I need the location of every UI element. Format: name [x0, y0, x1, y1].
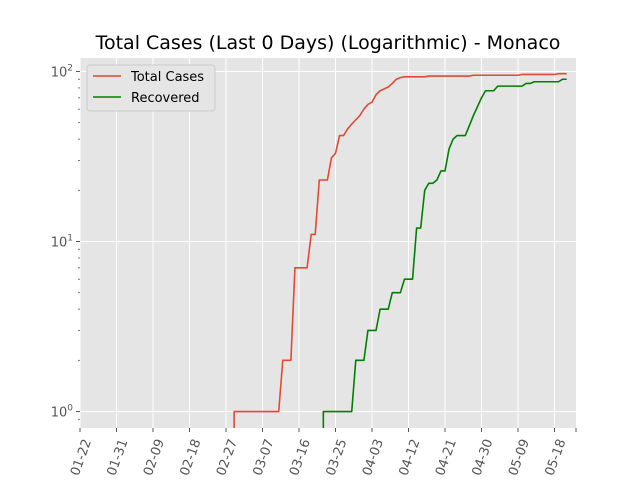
chart-title: Total Cases (Last 0 Days) (Logarithmic) … — [95, 32, 561, 54]
series-line-0 — [233, 72, 567, 428]
x-tick-label: 05-09 — [506, 437, 533, 478]
x-tick-label: 03-25 — [324, 437, 351, 478]
x-tick-label: 04-21 — [433, 437, 460, 478]
y-tick-label: 101 — [51, 233, 73, 250]
x-tick-label: 04-12 — [397, 437, 424, 478]
y-tick-label: 102 — [51, 63, 73, 80]
y-tick-base: 10 — [51, 65, 68, 80]
x-tick-label: 02-09 — [141, 437, 168, 478]
plot-area — [80, 58, 576, 428]
y-tick-base: 10 — [51, 406, 68, 421]
legend: Total Cases Recovered — [86, 64, 216, 112]
y-tick-label: 100 — [51, 404, 74, 421]
y-tick-exponent: 2 — [67, 63, 73, 73]
x-tick-label: 05-18 — [543, 437, 570, 478]
x-tick-label: 01-22 — [68, 437, 95, 478]
x-tick-label: 04-30 — [470, 437, 497, 478]
y-tick-exponent: 1 — [67, 233, 73, 243]
x-tick-label: 03-07 — [251, 437, 278, 478]
y-tick-exponent: 0 — [67, 404, 73, 414]
legend-label-1: Recovered — [131, 91, 200, 106]
x-tick-label: 03-16 — [287, 437, 314, 478]
x-tick-label: 01-31 — [105, 437, 132, 478]
x-tick-label: 04-03 — [360, 437, 387, 478]
series-layer — [233, 72, 567, 428]
x-tick-label: 02-27 — [214, 437, 241, 478]
grid — [79, 58, 576, 428]
x-tick-label: 02-18 — [178, 437, 205, 478]
series-line-1 — [322, 78, 567, 428]
legend-label-0: Total Cases — [130, 70, 204, 85]
y-tick-base: 10 — [51, 235, 68, 250]
